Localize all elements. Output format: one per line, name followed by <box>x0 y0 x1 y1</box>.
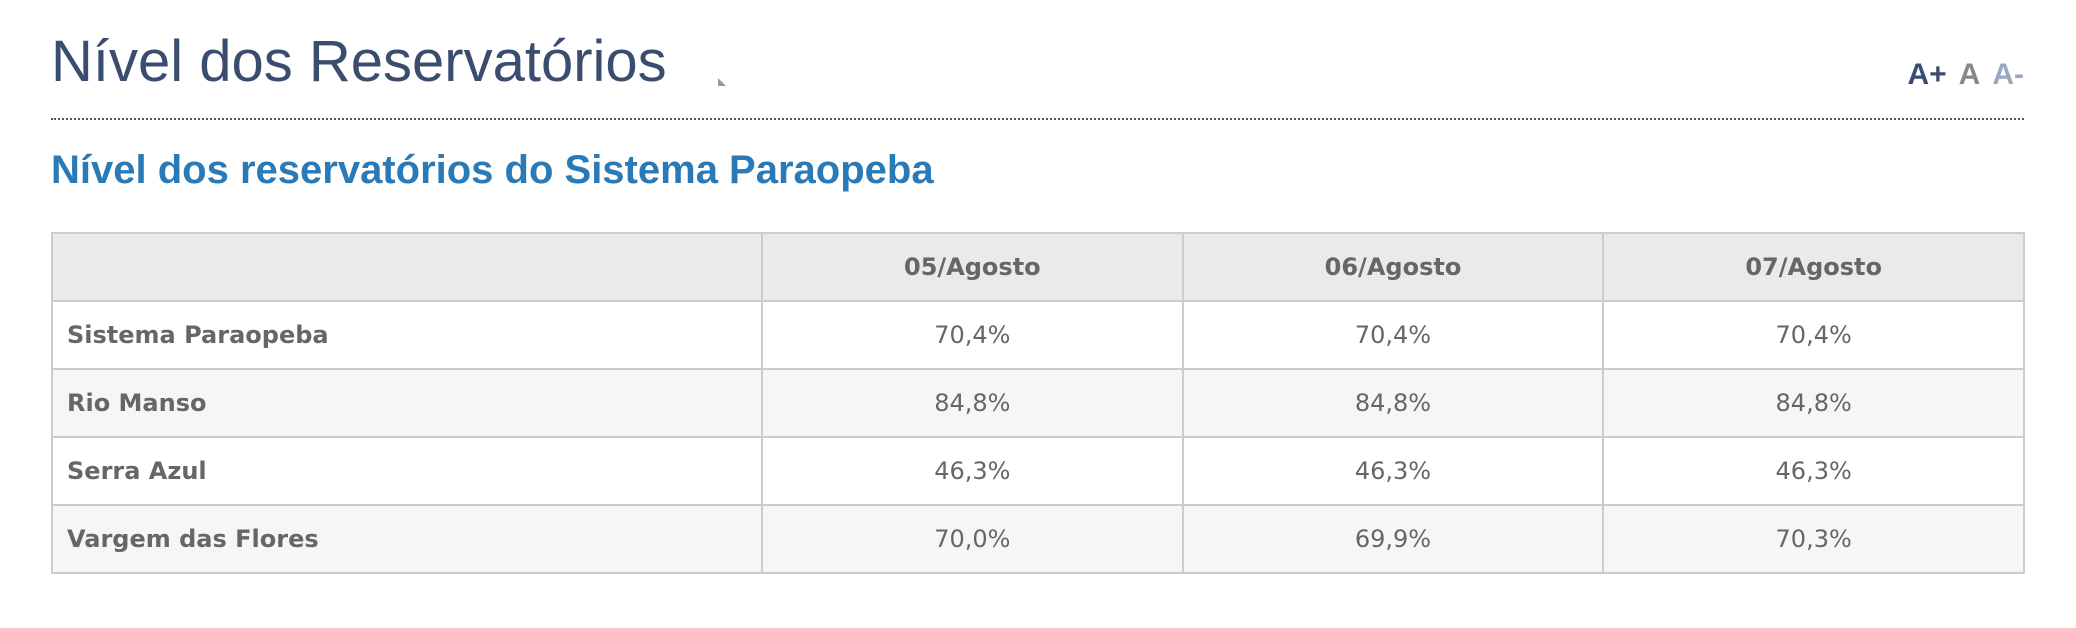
header-cell: 05/Agosto <box>761 232 1184 302</box>
font-decrease[interactable]: A- <box>1992 58 2024 91</box>
value-cell: 70,4% <box>761 300 1184 370</box>
table-row: Serra Azul 46,3% 46,3% 46,3% <box>51 436 2025 506</box>
value-cell: 70,3% <box>1602 504 2025 574</box>
page-title: Nível dos Reservatórios <box>51 29 667 94</box>
value-cell: 46,3% <box>761 436 1184 506</box>
header-cell: 06/Agosto <box>1181 232 1605 302</box>
divider <box>51 118 2024 120</box>
value-cell: 69,9% <box>1181 504 1605 574</box>
value-cell: 84,8% <box>1602 368 2025 438</box>
font-reset[interactable]: A <box>1958 58 1981 91</box>
value-cell: 70,0% <box>761 504 1184 574</box>
value-cell: 46,3% <box>1181 436 1605 506</box>
row-label: Vargem das Flores <box>51 504 763 574</box>
table-row: Rio Manso 84,8% 84,8% 84,8% <box>51 368 2025 438</box>
row-label: Rio Manso <box>51 368 763 438</box>
row-label: Serra Azul <box>51 436 763 506</box>
decoration <box>718 78 726 86</box>
data-table: 05/Agosto 06/Agosto 07/Agosto Sistema Para… <box>51 232 2025 574</box>
header-row: 05/Agosto 06/Agosto 07/Agosto <box>51 232 2025 302</box>
header-cell <box>51 232 763 302</box>
row-label: Sistema Paraopeba <box>51 300 763 370</box>
value-cell: 70,4% <box>1181 300 1605 370</box>
font-increase[interactable]: A+ <box>1907 58 1947 91</box>
value-cell: 46,3% <box>1602 436 2025 506</box>
value-cell: 84,8% <box>761 368 1184 438</box>
font-size-controls: A+ A A- <box>1895 58 2024 92</box>
header-cell: 07/Agosto <box>1602 232 2025 302</box>
value-cell: 70,4% <box>1602 300 2025 370</box>
table-row: Vargem das Flores 70,0% 69,9% 70,3% <box>51 504 2025 574</box>
table-row: Sistema Paraopeba 70,4% 70,4% 70,4% <box>51 300 2025 370</box>
subtitle: Nível dos reservatórios do Sistema Parao… <box>51 148 934 192</box>
value-cell: 84,8% <box>1181 368 1605 438</box>
